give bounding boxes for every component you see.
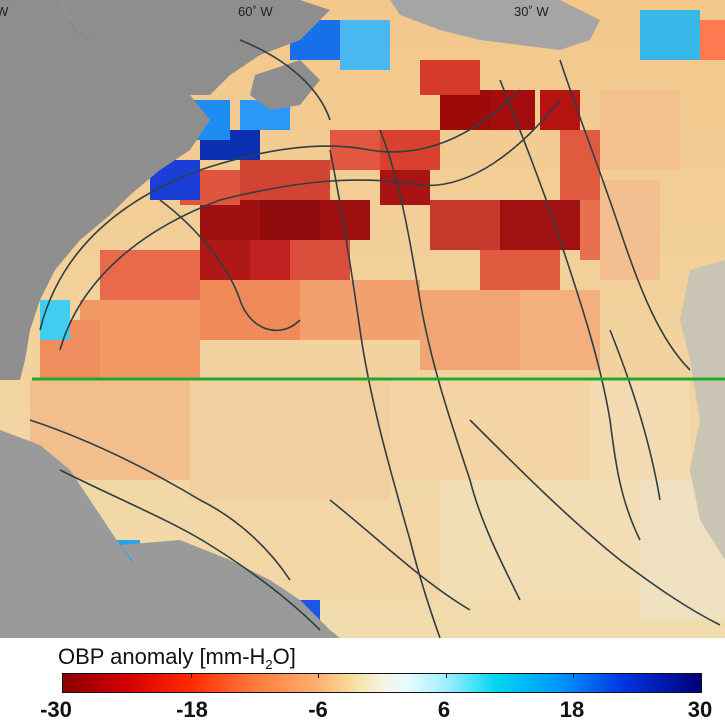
labrador-land	[60, 0, 330, 95]
anomaly-cell	[520, 290, 600, 370]
anomaly-cell	[590, 380, 690, 480]
anomaly-cell	[190, 380, 390, 500]
africa-land	[680, 260, 725, 560]
colorbar-label-max: 30	[687, 697, 713, 722]
anomaly-cell	[560, 130, 600, 200]
anomaly-cell	[200, 200, 260, 240]
anomaly-cell	[440, 480, 640, 600]
colorbar-label-6: 6	[437, 697, 451, 722]
colorbar-tick	[190, 674, 192, 678]
longitude-label-30w: 30˚ W	[514, 4, 549, 19]
colorbar-label-m6: -6	[308, 697, 328, 722]
greenland-land	[390, 0, 600, 50]
anomaly-cell	[260, 200, 320, 240]
colorbar-label-min: -30	[40, 697, 72, 722]
anomaly-cell	[420, 60, 480, 95]
colorbar-label-m18: -18	[176, 697, 208, 722]
colorbar-tick	[445, 674, 447, 678]
anomaly-cell	[600, 90, 680, 170]
colorbar-title-main: OBP anomaly [mm-H	[58, 644, 266, 669]
anomaly-cell	[340, 20, 390, 70]
anomaly-cell	[430, 200, 500, 250]
anomaly-cell	[380, 170, 430, 205]
bathymetry-contours	[29, 39, 721, 638]
colorbar-tick	[318, 674, 320, 678]
anomaly-cell	[420, 290, 520, 370]
anomaly-cell	[600, 180, 660, 280]
colorbar-title-subscript: 2	[265, 657, 273, 672]
colorbar-label-18: 18	[559, 697, 585, 722]
central-america-land	[0, 430, 290, 638]
colorbar-title: OBP anomaly [mm-H2O]	[58, 644, 296, 672]
anomaly-cell	[290, 240, 350, 280]
newfoundland-land	[250, 60, 320, 110]
anomaly-cell	[380, 130, 440, 170]
anomaly-cell	[200, 280, 300, 340]
north-america-land	[0, 0, 210, 380]
colorbar-tick	[573, 674, 575, 678]
longitude-label-left: W	[0, 4, 9, 19]
anomaly-cell	[440, 90, 490, 130]
anomaly-cell	[390, 380, 590, 480]
south-america-land	[120, 540, 340, 638]
anomaly-cell	[250, 240, 290, 280]
obp-anomaly-map	[0, 0, 725, 638]
longitude-label-60w: 60˚ W	[238, 4, 273, 19]
anomaly-cell	[640, 10, 700, 60]
anomaly-cell	[540, 90, 580, 130]
anomaly-cell	[700, 20, 725, 60]
anomaly-cell	[240, 160, 330, 200]
land-masses	[0, 0, 725, 638]
colorbar	[62, 673, 702, 693]
colorbar-title-end: O]	[272, 644, 296, 669]
anomaly-cell	[500, 200, 580, 250]
